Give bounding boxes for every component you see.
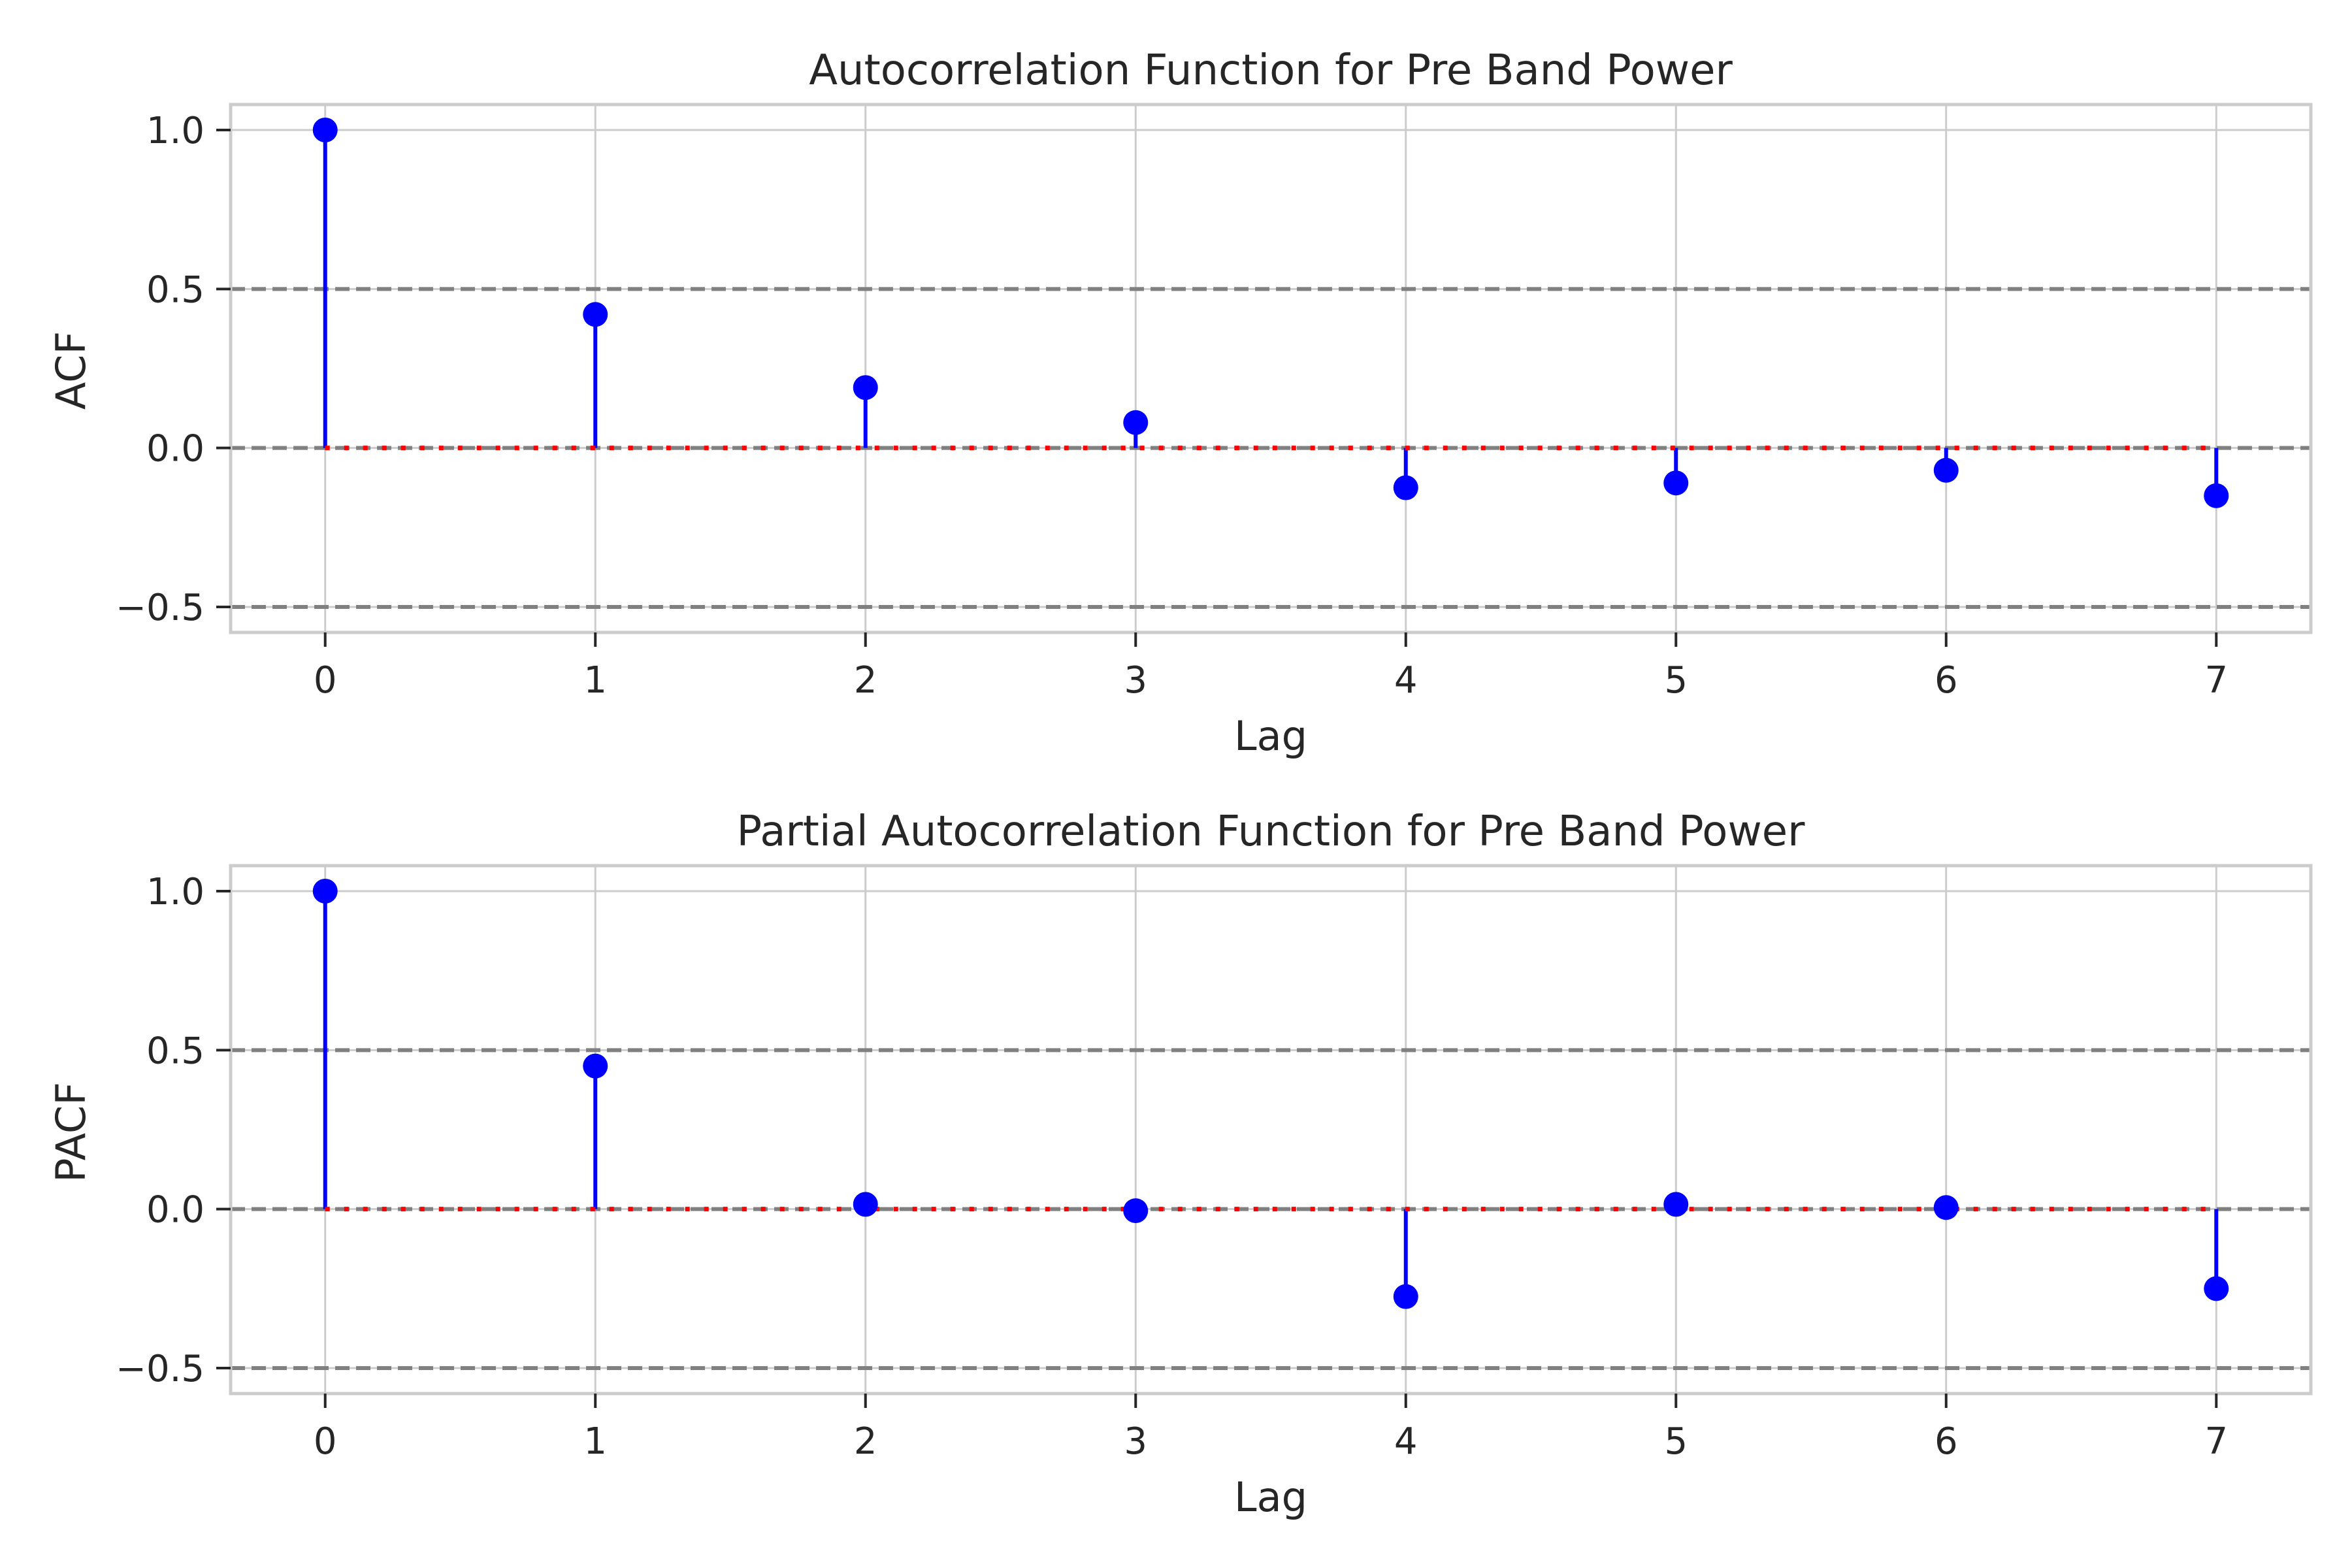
pacf-xtick-label-3: 3 [1124, 1420, 1147, 1463]
acf-ytick-label-0: −0.5 [116, 587, 204, 629]
acf-ytick-label-2: 0.5 [146, 269, 204, 311]
acf-xtick-label-1: 1 [583, 659, 607, 702]
acf-xtick-label-5: 5 [1664, 659, 1688, 702]
acf-panel: Autocorrelation Function for Pre Band Po… [47, 46, 2313, 760]
pacf-xtick-label-2: 2 [854, 1420, 877, 1463]
pacf-xtick-label-1: 1 [583, 1420, 607, 1463]
pacf-marker-1 [583, 1053, 608, 1079]
acf-ylabel: ACF [47, 331, 95, 410]
acf-xtick-label-6: 6 [1935, 659, 1958, 702]
acf-marker-4 [1393, 475, 1418, 500]
pacf-marker-2 [853, 1192, 878, 1217]
pacf-ytick-label-1: 0.0 [146, 1189, 204, 1232]
acf-marker-6 [1933, 457, 1959, 483]
acf-marker-5 [1663, 470, 1689, 496]
acf-marker-3 [1123, 410, 1149, 435]
acf-ytick-label-3: 1.0 [146, 110, 204, 152]
pacf-xtick-label-0: 0 [314, 1420, 337, 1463]
pacf-ylabel: PACF [47, 1082, 95, 1183]
pacf-ytick-label-0: −0.5 [116, 1348, 204, 1390]
pacf-xtick-label-5: 5 [1664, 1420, 1688, 1463]
acf-xtick-label-0: 0 [314, 659, 337, 702]
pacf-marker-0 [312, 878, 338, 904]
pacf-frame [229, 864, 2313, 1396]
pacf-marker-6 [1933, 1195, 1959, 1220]
pacf-marker-4 [1393, 1284, 1418, 1309]
acf-xtick-label-7: 7 [2204, 659, 2228, 702]
acf-xtick-label-3: 3 [1124, 659, 1147, 702]
acf-xlabel: Lag [1234, 712, 1307, 760]
pacf-title: Partial Autocorrelation Function for Pre… [737, 808, 1806, 856]
pacf-marker-5 [1663, 1192, 1689, 1217]
acf-title: Autocorrelation Function for Pre Band Po… [809, 46, 1733, 95]
acf-xtick-label-4: 4 [1394, 659, 1418, 702]
pacf-marker-7 [2204, 1276, 2229, 1301]
pacf-panel: Partial Autocorrelation Function for Pre… [47, 808, 2313, 1521]
pacf-xtick-label-4: 4 [1394, 1420, 1418, 1463]
pacf-xtick-label-7: 7 [2204, 1420, 2228, 1463]
pacf-ytick-label-3: 1.0 [146, 871, 204, 913]
pacf-ytick-label-2: 0.5 [146, 1030, 204, 1072]
pacf-marker-3 [1123, 1198, 1149, 1224]
pacf-xtick-label-6: 6 [1935, 1420, 1958, 1463]
acf-plot-area: −0.5 0.0 0.5 1.0 0 1 2 3 4 5 6 7 [116, 103, 2313, 702]
acf-xtick-label-2: 2 [854, 659, 877, 702]
acf-frame [229, 103, 2313, 634]
pacf-plot-area: −0.5 0.0 0.5 1.0 0 1 2 3 4 5 6 7 [116, 864, 2313, 1463]
acf-marker-7 [2204, 483, 2229, 508]
acf-marker-2 [853, 375, 878, 400]
acf-ytick-label-1: 0.0 [146, 428, 204, 470]
pacf-xlabel: Lag [1234, 1473, 1307, 1521]
acf-marker-1 [583, 302, 608, 327]
acf-marker-0 [312, 117, 338, 142]
